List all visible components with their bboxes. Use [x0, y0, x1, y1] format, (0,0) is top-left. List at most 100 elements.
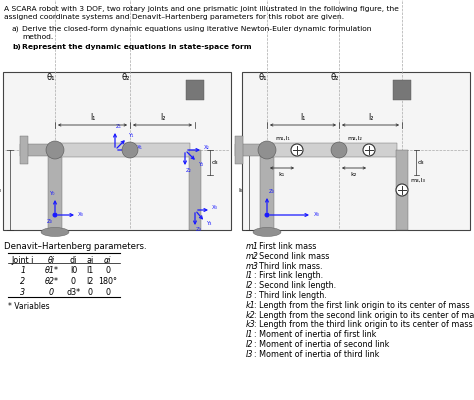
- Text: Y₁: Y₁: [128, 133, 133, 138]
- Text: : Length from the third link origin to its center of mass: : Length from the third link origin to i…: [255, 320, 473, 330]
- Text: : Length from the second link origin to its center of mass: : Length from the second link origin to …: [255, 310, 474, 320]
- Text: I1: I1: [246, 330, 254, 339]
- Text: di: di: [70, 256, 77, 265]
- Bar: [267, 143, 339, 157]
- Text: Y₃: Y₃: [206, 221, 211, 226]
- Text: 0: 0: [88, 288, 92, 297]
- Text: k₂: k₂: [351, 172, 357, 177]
- Text: Y₀: Y₀: [49, 191, 55, 196]
- Circle shape: [53, 212, 57, 218]
- Bar: [186, 80, 204, 100]
- Text: A SCARA robot with 3 DOF, two rotary joints and one prismatic joint illustrated : A SCARA robot with 3 DOF, two rotary joi…: [4, 6, 399, 12]
- Text: Z₀: Z₀: [269, 189, 275, 194]
- Circle shape: [363, 144, 375, 156]
- Text: l₁: l₁: [90, 113, 95, 122]
- Text: : Moment of inertia of first link: : Moment of inertia of first link: [255, 330, 377, 339]
- Circle shape: [396, 184, 408, 196]
- Text: l₀: l₀: [0, 188, 2, 192]
- Circle shape: [331, 142, 347, 158]
- Text: Z₀: Z₀: [47, 219, 53, 224]
- Text: : Second link mass: : Second link mass: [255, 252, 330, 261]
- Text: : First link mass: : First link mass: [255, 242, 317, 251]
- Text: : Second link length.: : Second link length.: [255, 281, 337, 290]
- Text: θ2*: θ2*: [45, 277, 58, 286]
- Text: m₂,l₂: m₂,l₂: [347, 136, 362, 141]
- Text: a): a): [12, 26, 19, 32]
- Ellipse shape: [253, 228, 281, 236]
- Text: X₁: X₁: [137, 145, 143, 150]
- Text: 0: 0: [49, 288, 54, 297]
- Text: l2: l2: [86, 277, 94, 286]
- Text: method.: method.: [22, 34, 53, 40]
- Text: θ₁: θ₁: [259, 73, 267, 82]
- Text: d₃: d₃: [212, 160, 219, 165]
- Text: Z₂: Z₂: [186, 168, 192, 173]
- Bar: [3, 72, 231, 230]
- Bar: [260, 148, 274, 230]
- Text: l2: l2: [246, 281, 254, 290]
- Text: X₂: X₂: [204, 145, 210, 150]
- Text: : First link length.: : First link length.: [255, 271, 324, 280]
- Text: * Variables: * Variables: [8, 302, 50, 311]
- Bar: [48, 145, 62, 230]
- Text: m₃,l₃: m₃,l₃: [410, 178, 425, 183]
- Bar: [339, 143, 397, 157]
- Bar: [235, 136, 243, 164]
- Text: k₁: k₁: [279, 172, 285, 177]
- Text: m1: m1: [246, 242, 259, 251]
- Text: Represent the dynamic equations in state-space form: Represent the dynamic equations in state…: [22, 44, 252, 50]
- Text: Derive the closed-form dynamic equations using iterative Newton-Euler dynamic fo: Derive the closed-form dynamic equations…: [22, 26, 372, 32]
- Text: 1: 1: [20, 266, 26, 275]
- Text: X₀: X₀: [78, 212, 84, 218]
- Text: Denavit–Hartenberg parameters.: Denavit–Hartenberg parameters.: [4, 242, 146, 251]
- Text: X₃: X₃: [212, 205, 218, 210]
- Bar: [396, 150, 408, 230]
- Text: m3: m3: [246, 262, 259, 270]
- Text: : Third link mass.: : Third link mass.: [255, 262, 323, 270]
- Bar: [20, 136, 28, 164]
- Text: d3*: d3*: [66, 288, 81, 297]
- Text: l1: l1: [246, 271, 254, 280]
- Text: Y₂: Y₂: [198, 162, 203, 167]
- Text: θ₂: θ₂: [122, 73, 130, 82]
- Text: θ₁: θ₁: [47, 73, 55, 82]
- Text: b): b): [12, 44, 21, 50]
- Bar: [242, 72, 470, 230]
- Circle shape: [122, 142, 138, 158]
- Text: m2: m2: [246, 252, 259, 261]
- Text: l0: l0: [70, 266, 77, 275]
- Text: Joint i: Joint i: [12, 256, 34, 265]
- Bar: [130, 143, 190, 157]
- Bar: [20, 144, 55, 156]
- Text: 0: 0: [106, 288, 110, 297]
- Bar: [189, 150, 201, 230]
- Text: θ1*: θ1*: [45, 266, 58, 275]
- Circle shape: [264, 212, 270, 218]
- Text: X₀: X₀: [314, 212, 320, 218]
- Text: : Length from the first link origin to its center of mass: : Length from the first link origin to i…: [255, 301, 470, 310]
- Text: θ₂: θ₂: [331, 73, 339, 82]
- Text: k1: k1: [246, 301, 256, 310]
- Text: : Third link length.: : Third link length.: [255, 291, 327, 300]
- Text: l3: l3: [246, 291, 254, 300]
- Text: θi: θi: [48, 256, 55, 265]
- Bar: [235, 144, 267, 156]
- Text: αi: αi: [104, 256, 112, 265]
- Text: : Moment of inertia of second link: : Moment of inertia of second link: [255, 340, 390, 349]
- Text: Z₃: Z₃: [196, 227, 202, 232]
- Text: : Moment of inertia of third link: : Moment of inertia of third link: [255, 350, 380, 359]
- Circle shape: [291, 144, 303, 156]
- Text: k2: k2: [246, 310, 256, 320]
- Circle shape: [46, 141, 64, 159]
- Circle shape: [258, 141, 276, 159]
- Text: l₂: l₂: [160, 113, 165, 122]
- Text: l₂: l₂: [368, 113, 373, 122]
- Text: m₁,l₁: m₁,l₁: [275, 136, 290, 141]
- Text: k3: k3: [246, 320, 256, 330]
- Text: 2: 2: [20, 277, 26, 286]
- Text: d₃: d₃: [418, 160, 425, 165]
- Text: Z₁: Z₁: [116, 124, 122, 129]
- Text: 180°: 180°: [99, 277, 118, 286]
- Bar: [55, 143, 130, 157]
- Bar: [393, 80, 411, 100]
